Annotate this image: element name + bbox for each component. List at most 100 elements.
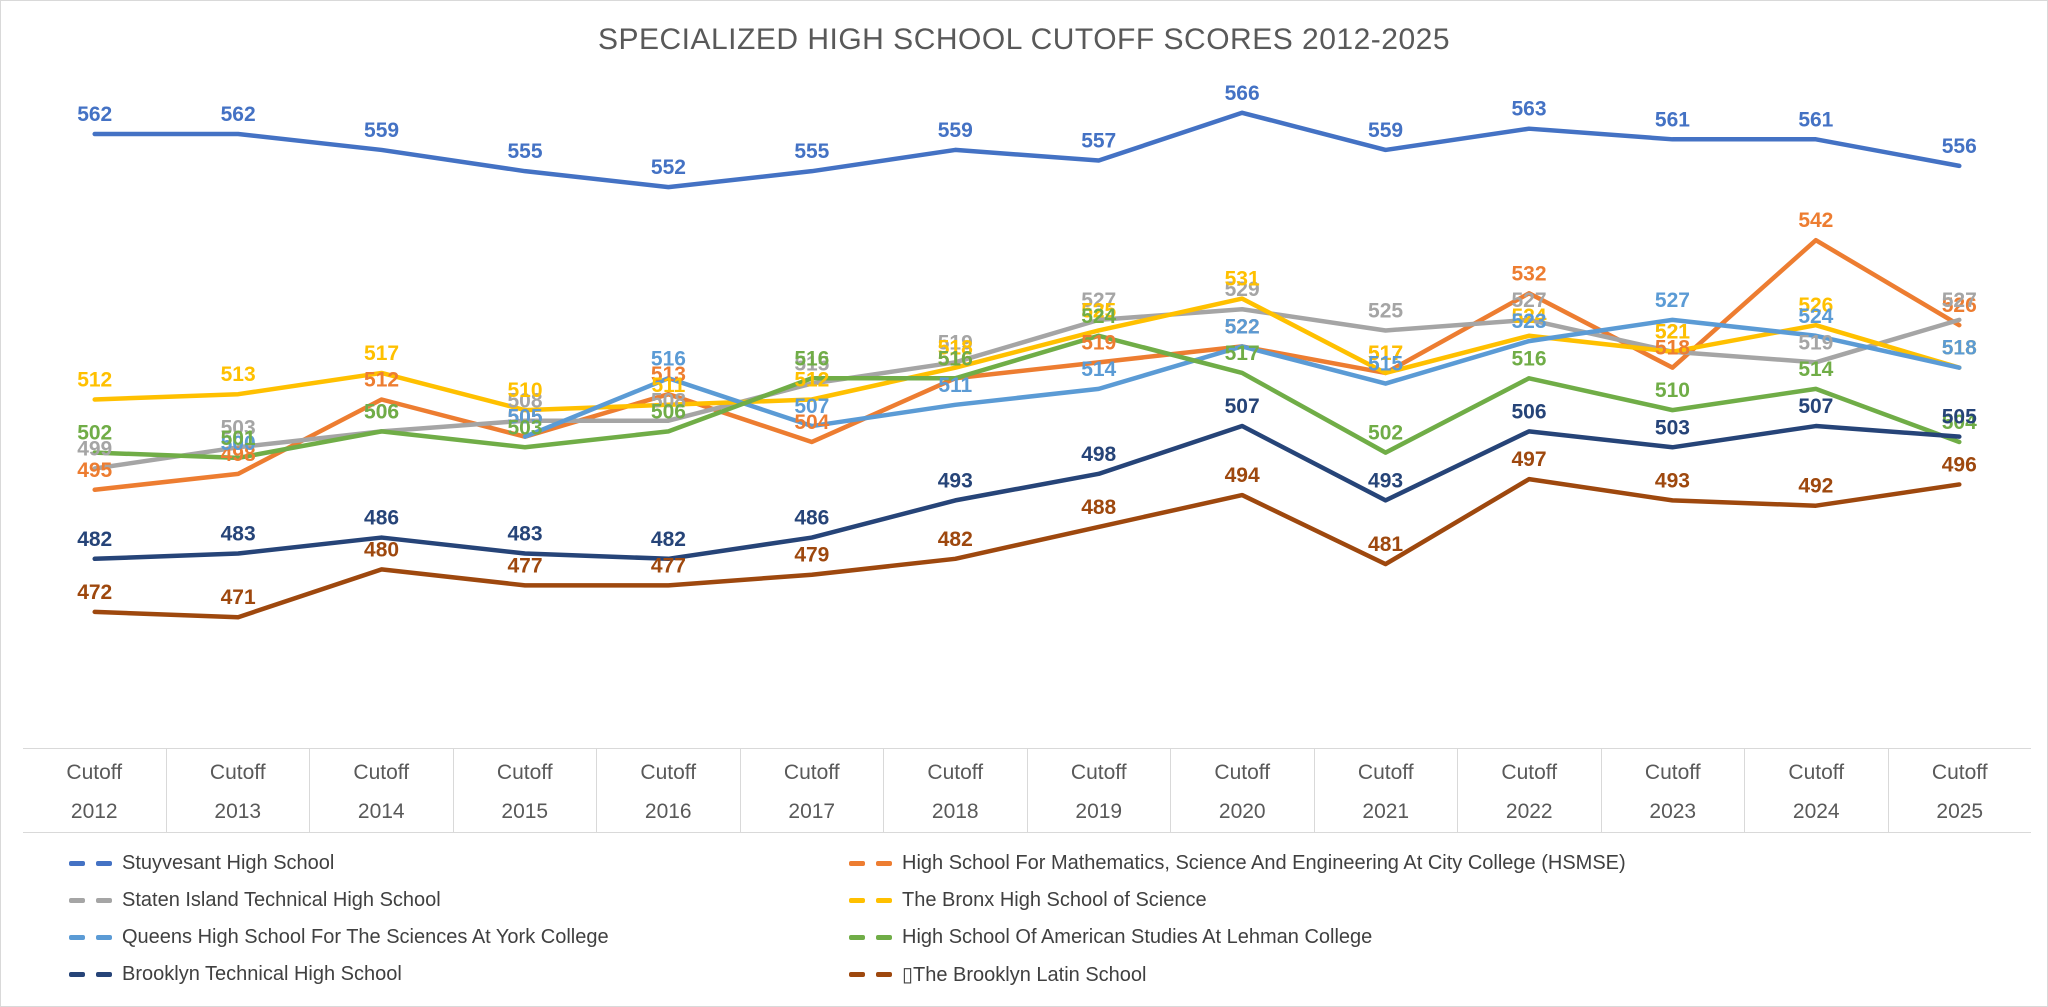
data-label: 508 <box>507 390 542 413</box>
data-label: 486 <box>364 507 399 530</box>
data-label: 519 <box>1798 331 1833 354</box>
data-label: 555 <box>507 140 542 163</box>
data-label: 511 <box>938 374 972 397</box>
axis-column: Cutoff 2023 <box>1600 749 1745 832</box>
data-label: 526 <box>1942 294 1977 317</box>
data-label: 507 <box>1798 395 1833 418</box>
data-label: 519 <box>1081 331 1116 354</box>
data-label: 498 <box>221 443 256 466</box>
data-label: 510 <box>507 379 542 402</box>
axis-cutoff-label: Cutoff <box>1931 761 1988 784</box>
axis-cutoff-label: Cutoff <box>1788 761 1845 784</box>
axis-column: Cutoff 2013 <box>165 749 310 832</box>
legend-dash-icon <box>849 934 892 940</box>
legend-item: Staten Island Technical High School <box>69 886 849 914</box>
data-label: 532 <box>1511 262 1546 285</box>
data-label: 503 <box>1655 416 1690 439</box>
data-label: 493 <box>1655 469 1690 492</box>
series-line <box>92 237 1962 493</box>
data-label: 483 <box>221 522 256 545</box>
data-label: 505 <box>1942 406 1977 429</box>
legend-label: Stuyvesant High School <box>122 851 335 874</box>
axis-cutoff-label: Cutoff <box>1644 761 1701 784</box>
data-label: 506 <box>364 400 399 423</box>
axis-cutoff-label: Cutoff <box>496 761 553 784</box>
legend-dash-segment <box>849 860 865 866</box>
data-label: 488 <box>1081 496 1116 519</box>
data-label: 496 <box>1942 453 1977 476</box>
legend-item: Stuyvesant High School <box>69 849 849 877</box>
data-label: 527 <box>1655 289 1690 312</box>
data-label: 502 <box>1368 422 1403 445</box>
axis-column: Cutoff 2018 <box>883 749 1027 832</box>
data-label: 517 <box>1368 342 1403 365</box>
data-label: 501 <box>221 427 256 450</box>
legend-dash-icon <box>69 971 112 977</box>
series-line <box>92 110 1962 190</box>
series-line <box>92 333 1962 461</box>
axis-cutoff-label: Cutoff <box>353 761 410 784</box>
data-label: 559 <box>364 119 399 142</box>
axis-cutoff-label: Cutoff <box>783 761 840 784</box>
data-label: 566 <box>1225 82 1260 105</box>
data-label: 471 <box>221 586 256 609</box>
data-label: 502 <box>77 422 112 445</box>
legend-dash-segment <box>849 934 865 940</box>
data-label: 492 <box>1798 475 1833 498</box>
data-label: 562 <box>221 103 256 126</box>
data-label: 513 <box>651 363 686 386</box>
data-label: 503 <box>221 416 256 439</box>
data-label: 517 <box>364 342 399 365</box>
axis-cutoff-label: Cutoff <box>1214 761 1271 784</box>
axis-column: Cutoff 2015 <box>452 749 597 832</box>
axis-column: Cutoff 2025 <box>1887 749 2032 832</box>
data-label: 516 <box>794 347 829 370</box>
data-label: 515 <box>794 353 829 376</box>
data-label: 561 <box>1798 108 1833 131</box>
data-label: 482 <box>651 528 686 551</box>
data-label: 511 <box>651 374 685 397</box>
data-label: 483 <box>507 522 542 545</box>
series-line <box>92 306 1962 471</box>
legend-dash-segment <box>876 860 892 866</box>
data-label: 524 <box>1081 305 1116 328</box>
data-label: 494 <box>1225 464 1260 487</box>
data-label: 526 <box>1798 294 1833 317</box>
plot-area: 562 562 559 555 552 555 559 557 566 559 563 561 561 5… <box>77 82 1977 620</box>
axis-year-label: 2015 <box>501 800 549 823</box>
data-label: 523 <box>1511 310 1546 333</box>
legend-dash-icon <box>69 897 112 903</box>
legend-dash-icon <box>849 971 892 977</box>
data-label: 527 <box>1081 289 1116 312</box>
legend-dash-segment <box>69 860 85 866</box>
data-label: 563 <box>1511 98 1546 121</box>
legend-dash-segment <box>69 934 85 940</box>
data-label: 521 <box>1655 321 1690 344</box>
data-label: 495 <box>77 459 112 482</box>
axis-column: Cutoff 2012 <box>23 749 166 832</box>
data-label: 506 <box>651 400 686 423</box>
data-label: 512 <box>364 369 399 392</box>
legend-dash-icon <box>69 860 112 866</box>
data-label: 477 <box>651 554 686 577</box>
data-label: 503 <box>507 416 542 439</box>
data-label: 493 <box>1368 469 1403 492</box>
legend-item: The Bronx High School of Science <box>849 886 1999 914</box>
data-label: 505 <box>507 406 542 429</box>
data-label: 477 <box>507 554 542 577</box>
axis-cutoff-label: Cutoff <box>66 761 123 784</box>
data-label: 562 <box>77 103 112 126</box>
legend-dash-icon <box>849 897 892 903</box>
data-label: 524 <box>1798 305 1833 328</box>
data-label: 542 <box>1798 209 1833 232</box>
data-label: 497 <box>1511 448 1546 471</box>
axis-cutoff-label: Cutoff <box>209 761 266 784</box>
legend-item: ▯The Brooklyn Latin School <box>849 960 1999 988</box>
axis-year-label: 2025 <box>1936 800 1984 823</box>
data-label: 472 <box>77 581 112 604</box>
axis-year-label: 2021 <box>1362 800 1410 823</box>
axis-year-label: 2020 <box>1218 800 1266 823</box>
data-label: 516 <box>938 347 973 370</box>
legend-label: Staten Island Technical High School <box>122 888 441 911</box>
axis-year-label: 2016 <box>644 800 692 823</box>
